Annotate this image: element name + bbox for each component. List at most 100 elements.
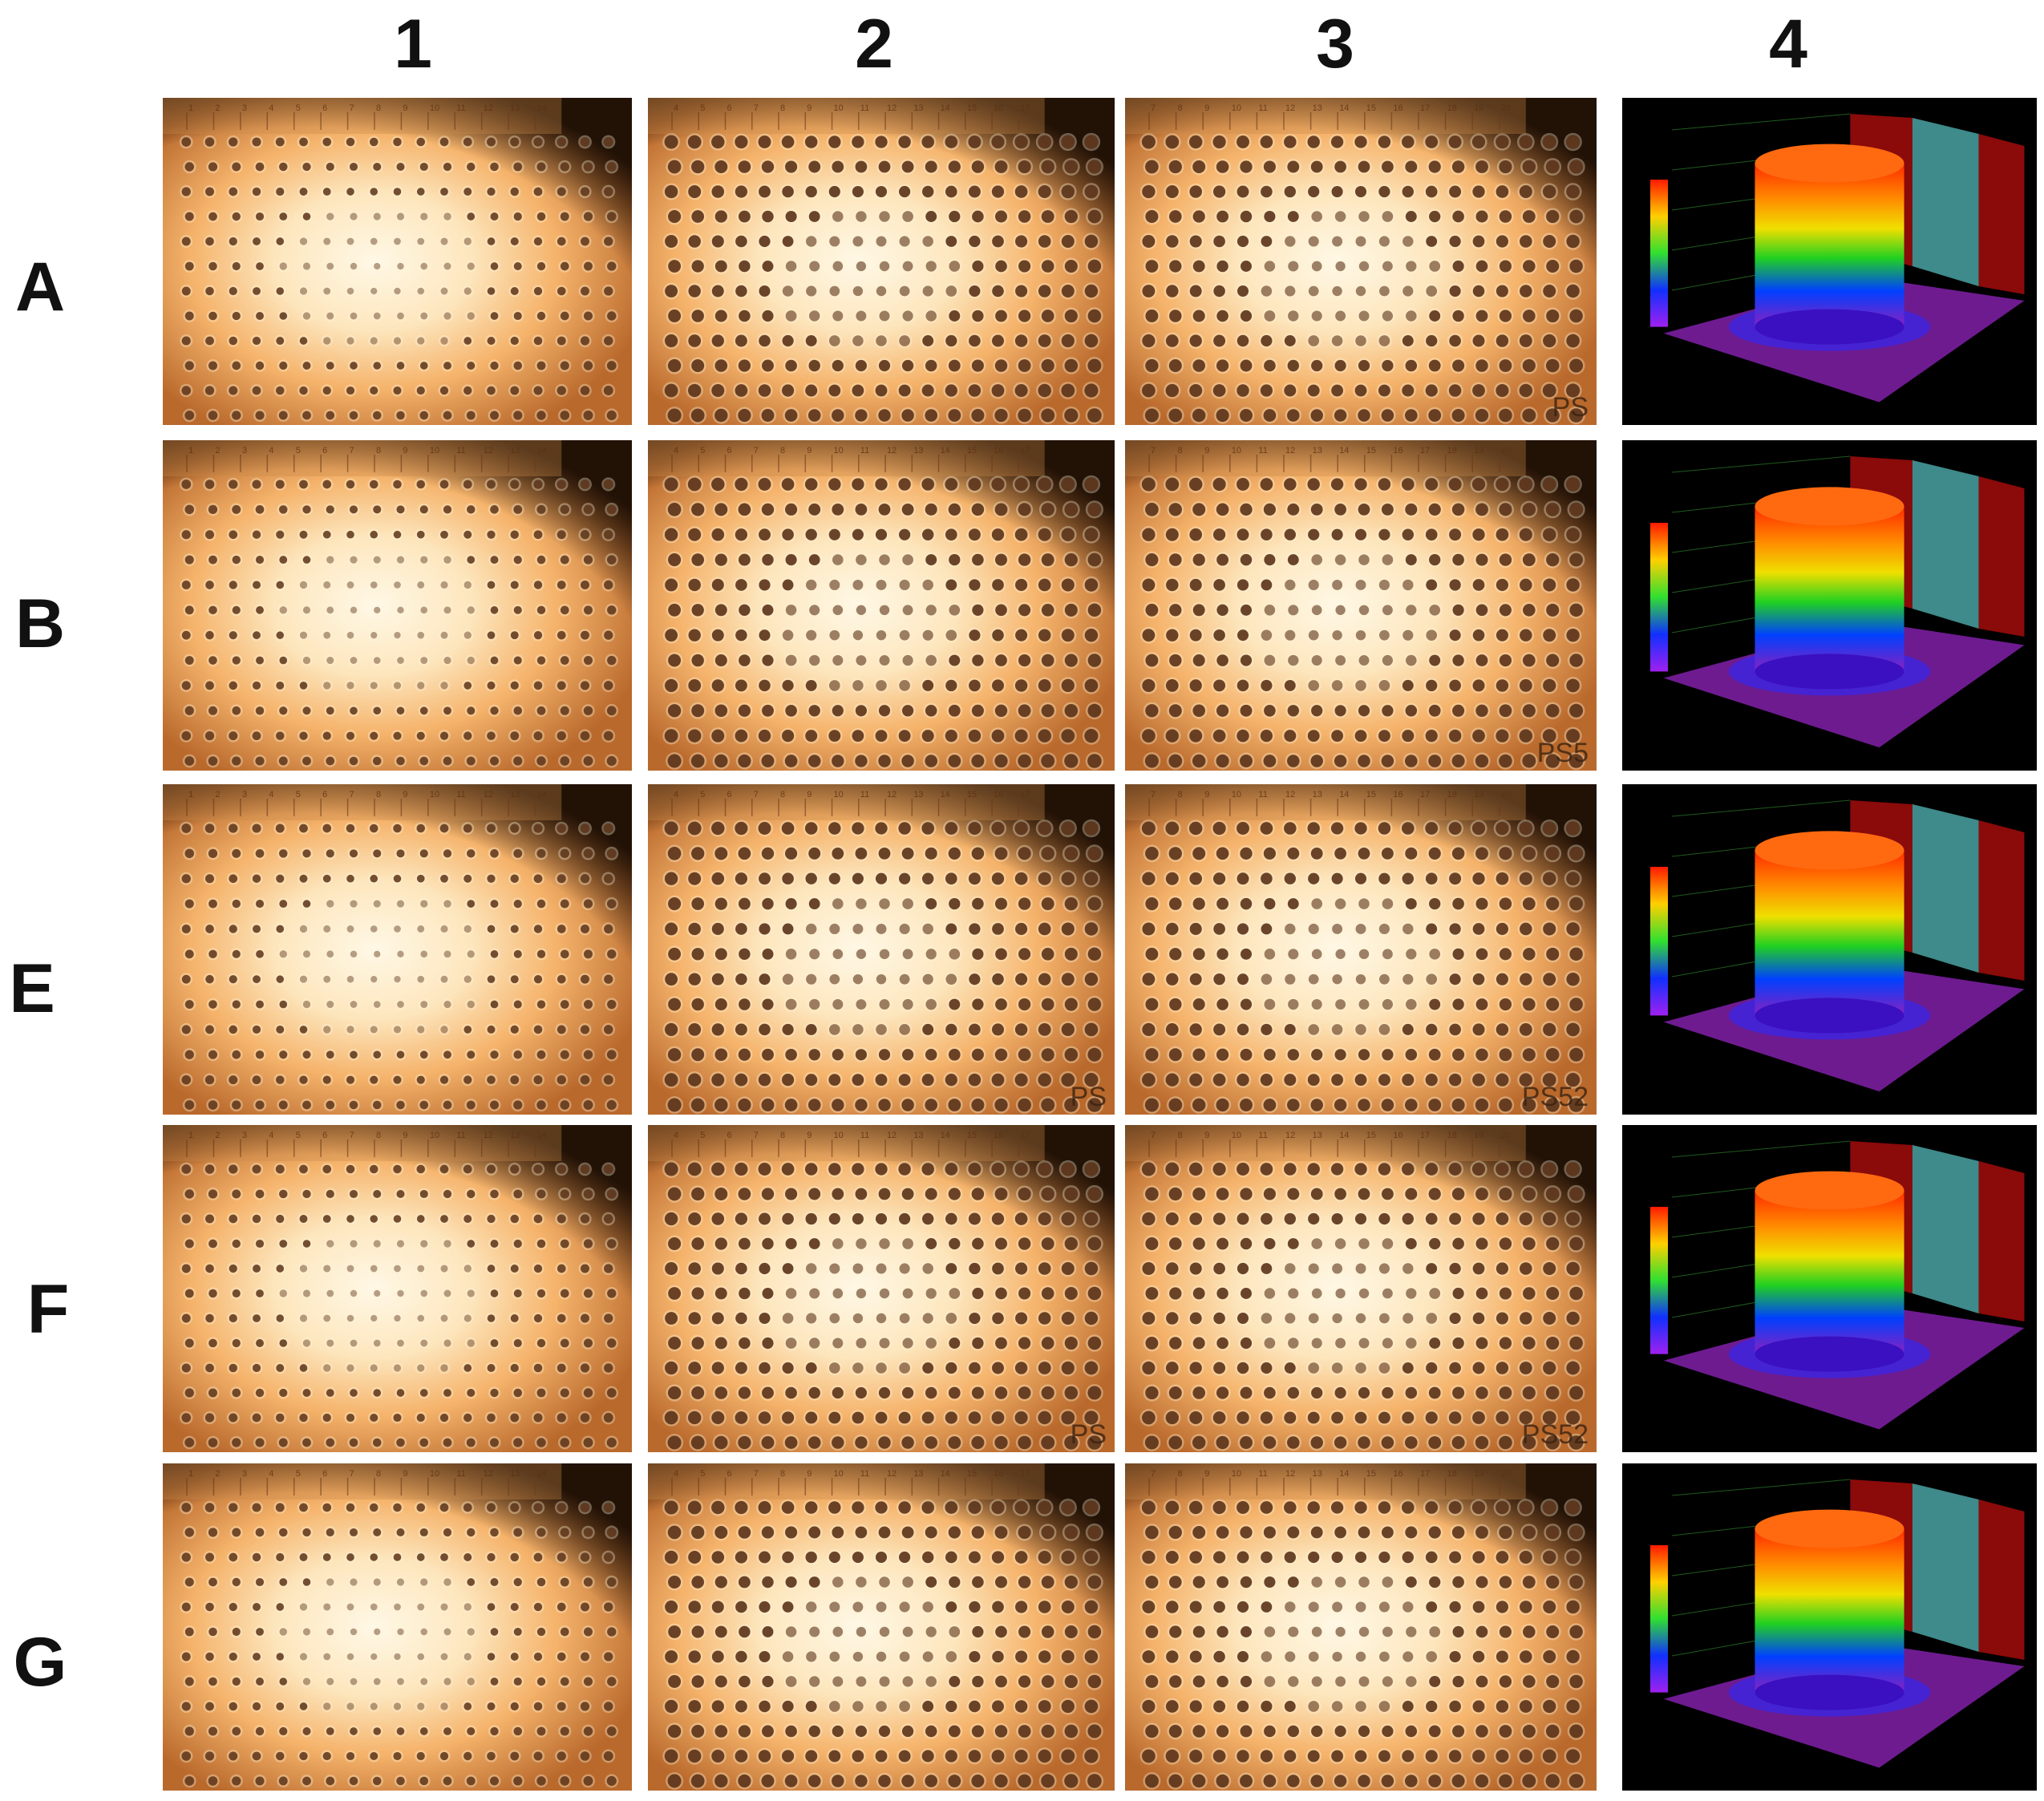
ruler-number: 12 [887, 1131, 897, 1140]
ruler-number: 14 [537, 446, 547, 455]
ruler-number: 12 [1285, 1131, 1295, 1140]
ruler-number: 14 [941, 103, 950, 113]
ruler-number: 11 [456, 103, 465, 113]
microscopy-photo-a2: 4 5 6 7 8 9 10 11 12 13 14 15 16 17 [648, 98, 1115, 425]
ruler-number: 13 [510, 446, 520, 455]
ruler-number: 13 [913, 1131, 923, 1140]
ruler-number: 7 [754, 790, 759, 799]
ruler-number: 19 [1474, 790, 1483, 799]
ruler-number: 15 [967, 103, 977, 113]
ruler-number: 9 [1204, 103, 1209, 113]
ruler-number: 5 [700, 790, 705, 799]
ruler-number: 16 [1393, 103, 1402, 113]
ruler-number: 10 [430, 446, 439, 455]
ruler-number: 4 [269, 103, 273, 113]
row-label-f: F [26, 1271, 70, 1348]
ruler-number: 14 [1339, 103, 1349, 113]
ruler-number: 4 [674, 1469, 678, 1479]
ruler-number: 19 [1474, 446, 1483, 455]
photo-corner-label: PS [1070, 1082, 1107, 1112]
ruler-number: 11 [1258, 446, 1267, 455]
ruler-number: 14 [941, 790, 950, 799]
ruler-number: 18 [1447, 446, 1457, 455]
ruler-number: 19 [1474, 103, 1483, 113]
ruler-number: 13 [1313, 1131, 1322, 1140]
microscopy-photo-g1: 1 2 3 4 5 6 7 8 9 10 11 12 13 14 [163, 1463, 632, 1791]
ruler-number: 9 [403, 103, 407, 113]
ruler-number: 8 [780, 790, 785, 799]
surface-plot-a4 [1622, 98, 2037, 425]
ruler-number: 16 [1393, 446, 1402, 455]
ruler-number: 1 [188, 1131, 193, 1140]
ruler-number: 3 [242, 1131, 247, 1140]
ruler-number: 1 [188, 103, 193, 113]
ruler-number: 10 [1232, 1131, 1241, 1140]
ruler-number: 16 [994, 446, 1003, 455]
ruler-number: 7 [1151, 103, 1156, 113]
ruler-number: 10 [1232, 103, 1241, 113]
ruler-number: 5 [296, 446, 301, 455]
ruler-number: 12 [484, 790, 493, 799]
ruler-number: 11 [860, 1131, 869, 1140]
ruler-number: 13 [1313, 103, 1322, 113]
microscopy-photo-g2: 4 5 6 7 8 9 10 11 12 13 14 15 16 17 [648, 1463, 1115, 1791]
ruler-number: 8 [376, 446, 381, 455]
ruler-number: 7 [350, 790, 354, 799]
ruler-number: 9 [1204, 446, 1209, 455]
ruler-number: 11 [1258, 1131, 1267, 1140]
ruler-number: 16 [994, 790, 1003, 799]
ruler-number: 17 [1420, 1469, 1430, 1479]
ruler-number: 14 [537, 1131, 547, 1140]
ruler-number: 18 [1447, 103, 1457, 113]
ruler-number: 12 [887, 103, 897, 113]
ruler-number: 2 [215, 1469, 220, 1479]
ruler-number: 13 [913, 446, 923, 455]
ruler-number: 1 [188, 1469, 193, 1479]
microscopy-photo-e1: 1 2 3 4 5 6 7 8 9 10 11 12 13 14 [163, 784, 632, 1115]
column-label-3: 3 [1316, 6, 1354, 83]
ruler-number: 15 [967, 446, 977, 455]
ruler-number: 13 [1313, 446, 1322, 455]
ruler-number: 5 [296, 1469, 301, 1479]
ruler-number: 10 [1232, 1469, 1241, 1479]
photo-corner-label: PS52 [1521, 1082, 1589, 1112]
ruler-number: 4 [269, 446, 273, 455]
ruler-number: 3 [242, 103, 247, 113]
ruler-number: 17 [1020, 1131, 1030, 1140]
ruler-number: 6 [322, 446, 327, 455]
ruler-number: 5 [700, 446, 705, 455]
ruler-number: 10 [834, 446, 844, 455]
ruler-number: 13 [510, 1469, 520, 1479]
microscopy-photo-b3: 7 8 9 10 11 12 13 14 15 16 17 18 19 20 PS5 [1125, 440, 1597, 771]
ruler-number: 9 [403, 446, 407, 455]
ruler-number: 3 [242, 446, 247, 455]
ruler-number: 2 [215, 103, 220, 113]
row-label-b: B [14, 585, 66, 662]
ruler-number: 9 [807, 103, 812, 113]
ruler-number: 20 [1501, 103, 1511, 113]
microscopy-photo-a1: 1 2 3 4 5 6 7 8 9 10 11 12 13 14 [163, 98, 632, 425]
ruler-number: 4 [674, 1131, 678, 1140]
ruler-number: 10 [834, 790, 844, 799]
ruler-number: 7 [1151, 446, 1156, 455]
ruler-number: 8 [376, 790, 381, 799]
ruler-number: 8 [1178, 103, 1183, 113]
ruler-number: 14 [941, 1131, 950, 1140]
ruler-number: 18 [1447, 1469, 1457, 1479]
ruler-number: 19 [1474, 1469, 1483, 1479]
ruler-number: 15 [1366, 103, 1376, 113]
row-label-a: A [14, 249, 66, 326]
microscopy-photo-e3: 7 8 9 10 11 12 13 14 15 16 17 18 19 20 PS52 [1125, 784, 1597, 1115]
ruler-number: 12 [484, 446, 493, 455]
microscopy-photo-a3: 7 8 9 10 11 12 13 14 15 16 17 18 19 20 PS [1125, 98, 1597, 425]
photo-corner-label: PS [1552, 392, 1589, 423]
ruler-number: 11 [860, 1469, 869, 1479]
ruler-number: 7 [754, 1469, 759, 1479]
ruler-number: 7 [754, 1131, 759, 1140]
ruler-number: 13 [510, 790, 520, 799]
ruler-number: 10 [1232, 790, 1241, 799]
ruler-number: 17 [1420, 103, 1430, 113]
ruler-number: 15 [1366, 446, 1376, 455]
ruler-number: 7 [350, 446, 354, 455]
ruler-number: 11 [456, 446, 465, 455]
